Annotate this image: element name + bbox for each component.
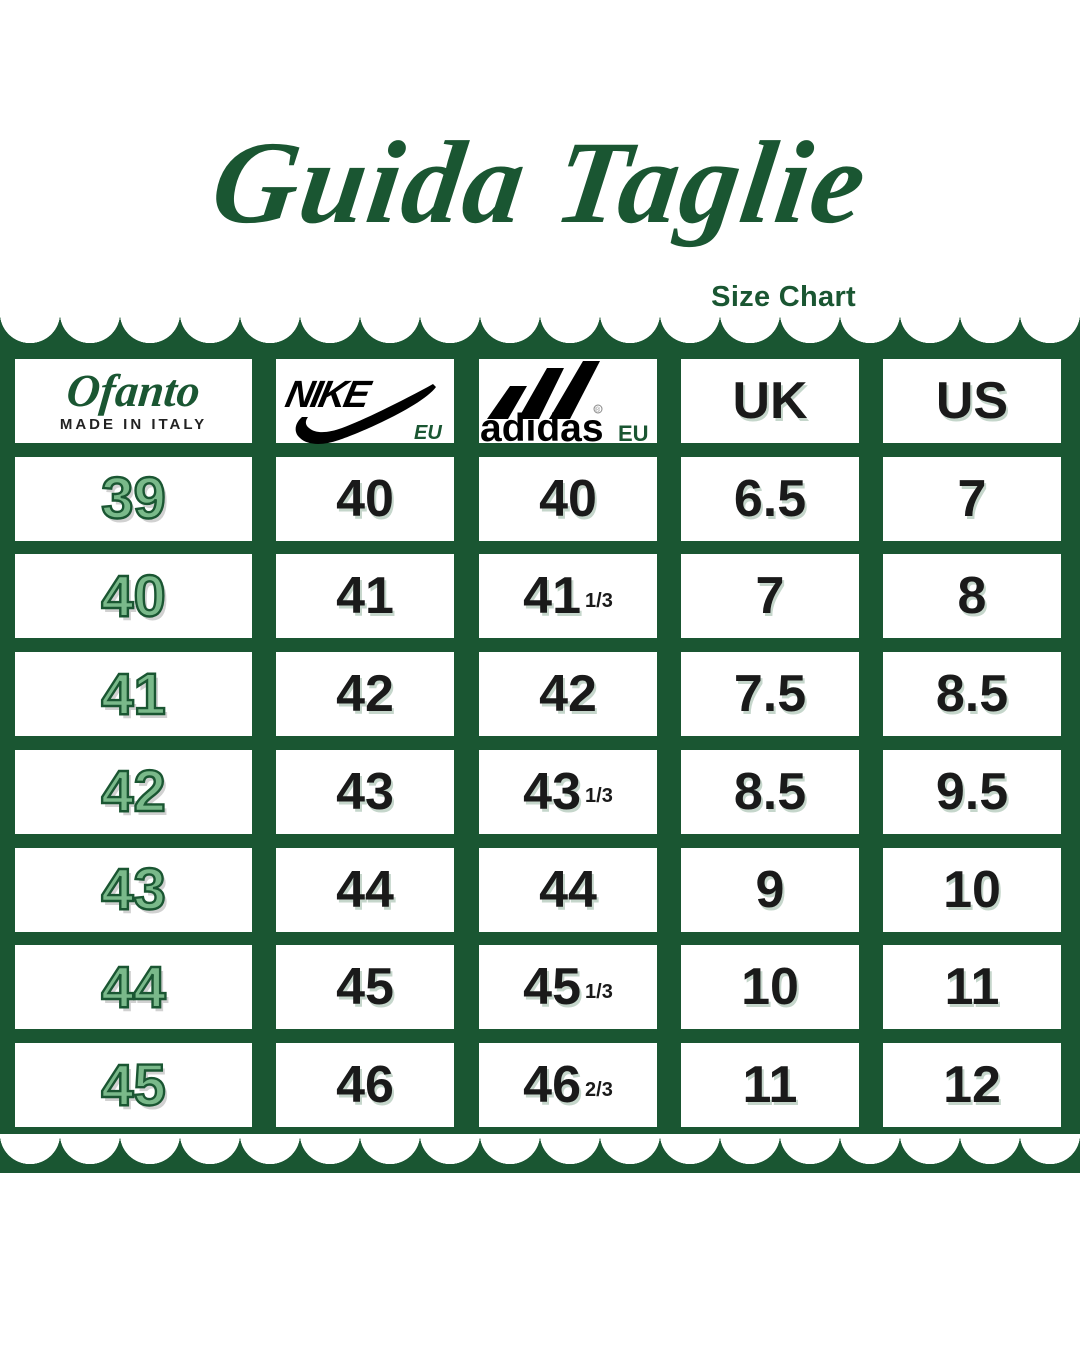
- svg-text:EU: EU: [414, 422, 442, 444]
- svg-text:adidas: adidas: [480, 407, 604, 450]
- svg-text:®: ®: [595, 406, 601, 414]
- svg-text:NIKE: NIKE: [282, 373, 376, 416]
- svg-text:EU: EU: [618, 421, 649, 446]
